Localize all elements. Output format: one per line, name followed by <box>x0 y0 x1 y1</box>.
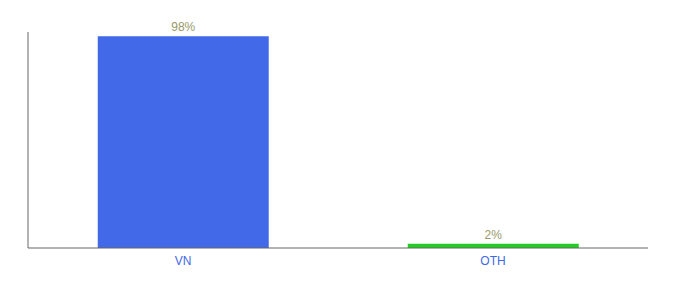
svg-text:98%: 98% <box>171 20 195 34</box>
svg-text:2%: 2% <box>485 228 503 242</box>
svg-text:OTH: OTH <box>480 254 505 268</box>
svg-text:VN: VN <box>175 254 192 268</box>
